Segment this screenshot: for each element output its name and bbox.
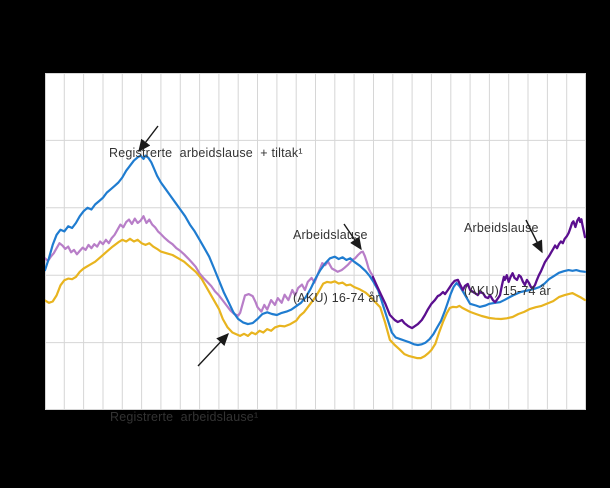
series-line [45, 237, 586, 360]
series-line [45, 154, 586, 347]
line-chart [45, 73, 586, 410]
annotation-text-line: (AKU) 16-74 år [293, 291, 380, 305]
annotation-text-line: Arbeidslause [464, 221, 539, 235]
annotation-aku-15-74: Arbeidslause (AKU) 15-74 år [464, 176, 551, 344]
annotation-registrerte-tiltak: Registrerte arbeidslause + tiltak¹ [109, 101, 303, 248]
plot-area [45, 73, 586, 410]
annotation-text-line: Registrerte arbeidslause + tiltak¹ [109, 146, 303, 160]
annotation-registrerte: Registrerte arbeidslause¹ [110, 365, 258, 488]
annotation-text-line: Arbeidslause [293, 228, 368, 242]
series-line [371, 216, 586, 330]
annotation-aku-16-74: Arbeidslause (AKU) 16-74 år [293, 183, 380, 351]
annotation-text-line: Registrerte arbeidslause¹ [110, 410, 259, 424]
plot-border [45, 73, 586, 410]
annotation-text-line: (AKU) 15-74 år [464, 284, 551, 298]
